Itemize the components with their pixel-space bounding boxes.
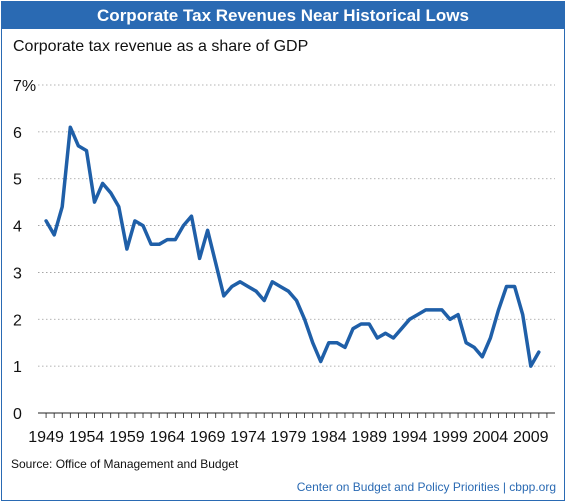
credit-line: Center on Budget and Policy Priorities |… xyxy=(296,480,556,494)
y-tick-label: 5 xyxy=(13,172,22,189)
x-tick-label: 2009 xyxy=(513,429,549,446)
series-layer xyxy=(44,125,541,368)
chart-title: Corporate Tax Revenues Near Historical L… xyxy=(2,2,564,29)
x-tick-label: 1989 xyxy=(351,429,387,446)
x-tick-label: 1949 xyxy=(28,429,64,446)
y-tick-label: 2 xyxy=(13,312,22,329)
x-tick-label: 1964 xyxy=(149,429,185,446)
y-tick-label: 1 xyxy=(13,359,22,376)
y-tick-labels: 0 1 2 3 4 5 6 7% xyxy=(13,78,36,423)
x-tick-label: 1979 xyxy=(271,429,307,446)
gridlines xyxy=(38,84,555,367)
x-tick-label: 1984 xyxy=(311,429,347,446)
y-tick-label: 0 xyxy=(13,406,22,423)
y-axis-label: Corporate tax revenue as a share of GDP xyxy=(13,38,309,55)
x-tick-label: 1974 xyxy=(230,429,266,446)
x-tick-label: 1959 xyxy=(109,429,145,446)
x-tick-label: 1969 xyxy=(190,429,226,446)
y-tick-label: 4 xyxy=(13,219,22,236)
y-tick-label: 7% xyxy=(13,78,36,95)
x-tick-label: 1999 xyxy=(432,429,468,446)
x-tick-label: 1954 xyxy=(69,429,105,446)
x-tick-label: 2004 xyxy=(473,429,509,446)
y-tick-label: 6 xyxy=(13,125,22,142)
y-tick-label: 3 xyxy=(13,265,22,282)
axes xyxy=(38,412,555,418)
source-note: Source: Office of Management and Budget xyxy=(11,457,239,471)
x-tick-labels: 1949 1954 1959 1964 1969 1974 1979 1984 1989 1994… xyxy=(28,429,548,446)
x-tick-label: 1994 xyxy=(392,429,428,446)
series-line xyxy=(44,125,541,368)
